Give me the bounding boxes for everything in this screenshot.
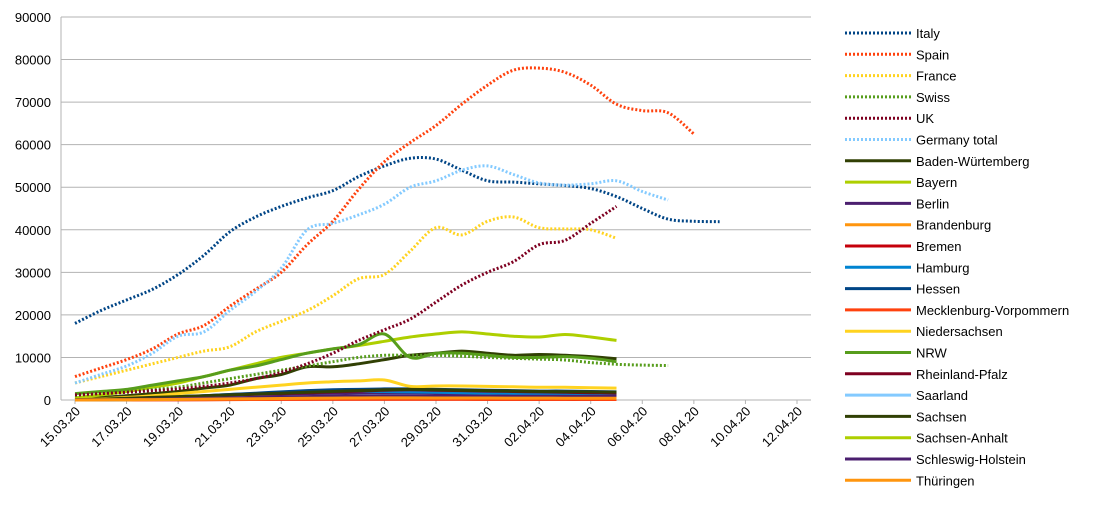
y-tick-label: 20000 [15,308,51,323]
legend-label: Berlin [916,196,949,211]
series-line-niedersachsen [74,378,617,402]
series-line-baden-w-rtemberg [74,349,617,401]
legend-label: Niedersachsen [916,324,1003,339]
legend-label: UK [916,111,934,126]
gridlines [61,16,811,401]
x-tick-label: 08.04.20 [656,404,702,450]
series-line-germany-total [74,164,669,385]
x-tick-label: 12.04.20 [759,404,805,450]
x-tick-label: 23.03.20 [243,404,289,450]
legend-label: Brandenburg [916,218,991,233]
legend-label: Bayern [916,175,957,190]
y-tick-label: 10000 [15,350,51,365]
y-tick-label: 80000 [15,53,51,68]
legend-label: Baden-Würtemberg [916,154,1029,169]
series-line-spain [74,66,695,379]
legend-label: NRW [916,346,948,361]
legend-label: Thüringen [916,473,975,488]
legend-label: Germany total [916,133,998,148]
legend-label: Rheinland-Pfalz [916,367,1008,382]
legend-label: Hamburg [916,260,969,275]
series-line-th-ringen [74,396,617,402]
x-tick-label: 17.03.20 [88,404,134,450]
x-tick-label: 04.04.20 [552,404,598,450]
legend-label: Sachsen-Anhalt [916,431,1008,446]
series-line-italy [74,155,720,325]
series-lines [74,66,720,402]
x-tick-label: 27.03.20 [346,404,392,450]
y-tick-label: 60000 [15,138,51,153]
x-tick-label: 21.03.20 [191,404,237,450]
legend: Italy Spain France Swiss UK Germany total Bade… [845,26,1069,488]
x-tick-label: 25.03.20 [295,404,341,450]
legend-label: France [916,69,956,84]
y-tick-label: 30000 [15,265,51,280]
y-tick-label: 70000 [15,95,51,110]
legend-label: Mecklenburg-Vorpommern [916,303,1069,318]
legend-label: Schleswig-Holstein [916,452,1026,467]
legend-label: Hessen [916,282,960,297]
series-line-nrw [74,332,617,396]
x-axis: 15.03.20 17.03.20 19.03.20 21.03.20 23.03.20… [37,399,811,450]
x-tick-label: 15.03.20 [37,404,83,450]
legend-label: Swiss [916,90,950,105]
x-tick-label: 06.04.20 [604,404,650,450]
y-tick-label: 50000 [15,180,51,195]
series-line-uk [74,205,618,397]
legend-label: Saarland [916,388,968,403]
legend-label: Bremen [916,239,962,254]
legend-label: Spain [916,47,949,62]
x-tick-label: 19.03.20 [140,404,186,450]
y-axis: 0 10000 20000 30000 40000 50000 60000 70000 8000… [15,10,62,408]
legend-label: Sachsen [916,409,967,424]
x-tick-label: 02.04.20 [501,404,547,450]
y-tick-label: 40000 [15,223,51,238]
x-tick-label: 10.04.20 [707,404,753,450]
series-line-swiss [74,353,669,398]
x-tick-label: 29.03.20 [398,404,444,450]
legend-label: Italy [916,26,940,41]
y-tick-label: 90000 [15,10,51,25]
series-line-france [74,215,617,385]
y-tick-label: 0 [44,393,51,408]
series-line-sachsen [74,387,617,402]
x-tick-label: 31.03.20 [449,404,495,450]
